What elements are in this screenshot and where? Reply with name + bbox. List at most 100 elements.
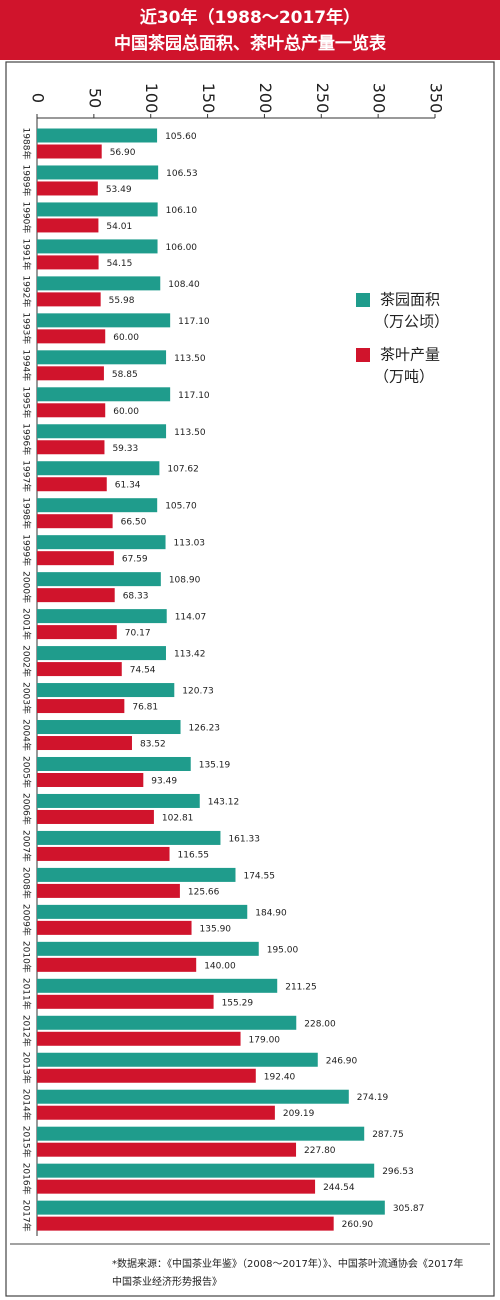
value-label: 68.33 bbox=[123, 592, 149, 602]
legend-unit: （万公顷） bbox=[374, 313, 449, 331]
y-tick-label: 1999年 bbox=[21, 534, 33, 566]
bar bbox=[37, 403, 106, 418]
value-label: 54.01 bbox=[106, 222, 132, 232]
bar bbox=[37, 588, 115, 603]
bar bbox=[37, 830, 221, 845]
header-band bbox=[0, 0, 500, 60]
value-label: 192.40 bbox=[264, 1072, 296, 1082]
source-line: *数据来源：《中国茶业年鉴》（2008～2017年）》、中国茶叶流通协会《201… bbox=[112, 1257, 463, 1270]
bar bbox=[37, 218, 99, 233]
value-label: 246.90 bbox=[326, 1056, 358, 1066]
y-tick-label: 2005年 bbox=[21, 756, 33, 788]
value-label: 227.80 bbox=[304, 1146, 336, 1156]
value-label: 114.07 bbox=[175, 613, 207, 623]
bar bbox=[37, 646, 166, 661]
bar bbox=[37, 535, 166, 550]
value-label: 287.75 bbox=[372, 1130, 404, 1140]
value-label: 113.50 bbox=[174, 354, 206, 364]
value-label: 126.23 bbox=[189, 724, 221, 734]
x-tick-label: 150 bbox=[199, 83, 218, 114]
bar bbox=[37, 625, 117, 640]
legend-swatch bbox=[356, 348, 370, 362]
value-label: 228.00 bbox=[304, 1019, 336, 1029]
value-label: 161.33 bbox=[228, 834, 260, 844]
bar bbox=[37, 239, 158, 254]
value-label: 61.34 bbox=[115, 481, 141, 491]
bar bbox=[37, 144, 102, 159]
y-tick-label: 1992年 bbox=[21, 275, 33, 307]
value-label: 143.12 bbox=[208, 797, 240, 807]
bar bbox=[37, 165, 159, 180]
value-label: 113.42 bbox=[174, 650, 206, 660]
bar bbox=[37, 1031, 241, 1046]
bar bbox=[37, 809, 154, 824]
value-label: 274.19 bbox=[357, 1093, 389, 1103]
y-tick-label: 2011年 bbox=[21, 978, 33, 1010]
bar bbox=[37, 255, 99, 270]
value-label: 211.25 bbox=[285, 982, 317, 992]
value-label: 296.53 bbox=[382, 1167, 414, 1177]
y-tick-label: 2013年 bbox=[21, 1052, 33, 1084]
bar bbox=[37, 128, 158, 143]
value-label: 54.15 bbox=[107, 259, 133, 269]
value-label: 155.29 bbox=[222, 998, 254, 1008]
bar bbox=[37, 1163, 375, 1178]
bar bbox=[37, 1068, 256, 1083]
bar bbox=[37, 941, 259, 956]
value-label: 58.85 bbox=[112, 370, 138, 380]
value-label: 60.00 bbox=[113, 333, 139, 343]
chart-subtitle: 中国茶园总面积、茶叶总产量一览表 bbox=[114, 33, 387, 54]
value-label: 66.50 bbox=[121, 518, 147, 528]
bar bbox=[37, 1200, 385, 1215]
value-label: 113.03 bbox=[174, 539, 206, 549]
bar bbox=[37, 793, 200, 808]
bar bbox=[37, 772, 144, 787]
bar bbox=[37, 477, 107, 492]
y-tick-label: 1988年 bbox=[21, 128, 33, 160]
y-tick-label: 2008年 bbox=[21, 867, 33, 899]
bar bbox=[37, 609, 167, 624]
value-label: 107.62 bbox=[167, 465, 199, 475]
x-tick-label: 300 bbox=[370, 83, 389, 114]
bar bbox=[37, 662, 122, 677]
bar bbox=[37, 1216, 334, 1231]
y-tick-label: 1989年 bbox=[21, 165, 33, 197]
bar bbox=[37, 720, 181, 735]
bar bbox=[37, 366, 104, 381]
y-tick-label: 2004年 bbox=[21, 719, 33, 751]
frame bbox=[5, 61, 495, 1297]
y-tick-label: 1998年 bbox=[21, 497, 33, 529]
bar bbox=[37, 994, 214, 1009]
x-tick-label: 200 bbox=[256, 83, 275, 114]
value-label: 67.59 bbox=[122, 555, 148, 565]
y-tick-label: 2003年 bbox=[21, 682, 33, 714]
y-tick-label: 2000年 bbox=[21, 571, 33, 603]
bar bbox=[37, 883, 180, 898]
x-tick-label: 100 bbox=[142, 83, 161, 114]
bar bbox=[37, 904, 248, 919]
bar bbox=[37, 756, 191, 771]
value-label: 117.10 bbox=[178, 391, 210, 401]
y-tick-label: 2014年 bbox=[21, 1089, 33, 1121]
bar bbox=[37, 736, 132, 751]
legend-label: 茶园面积 bbox=[380, 291, 440, 309]
value-label: 135.90 bbox=[200, 924, 232, 934]
value-label: 102.81 bbox=[162, 813, 194, 823]
value-label: 106.53 bbox=[166, 169, 198, 179]
value-label: 108.90 bbox=[169, 576, 201, 586]
bar bbox=[37, 276, 161, 291]
value-label: 244.54 bbox=[323, 1183, 355, 1193]
bar bbox=[37, 1126, 365, 1141]
value-label: 70.17 bbox=[125, 629, 151, 639]
bar bbox=[37, 551, 114, 566]
value-label: 83.52 bbox=[140, 740, 166, 750]
y-tick-label: 1991年 bbox=[21, 238, 33, 270]
bar bbox=[37, 329, 106, 344]
value-label: 106.00 bbox=[166, 243, 198, 253]
y-tick-label: 2009年 bbox=[21, 904, 33, 936]
bar bbox=[37, 920, 192, 935]
bar bbox=[37, 313, 171, 328]
y-tick-label: 1995年 bbox=[21, 386, 33, 418]
bar bbox=[37, 202, 158, 217]
